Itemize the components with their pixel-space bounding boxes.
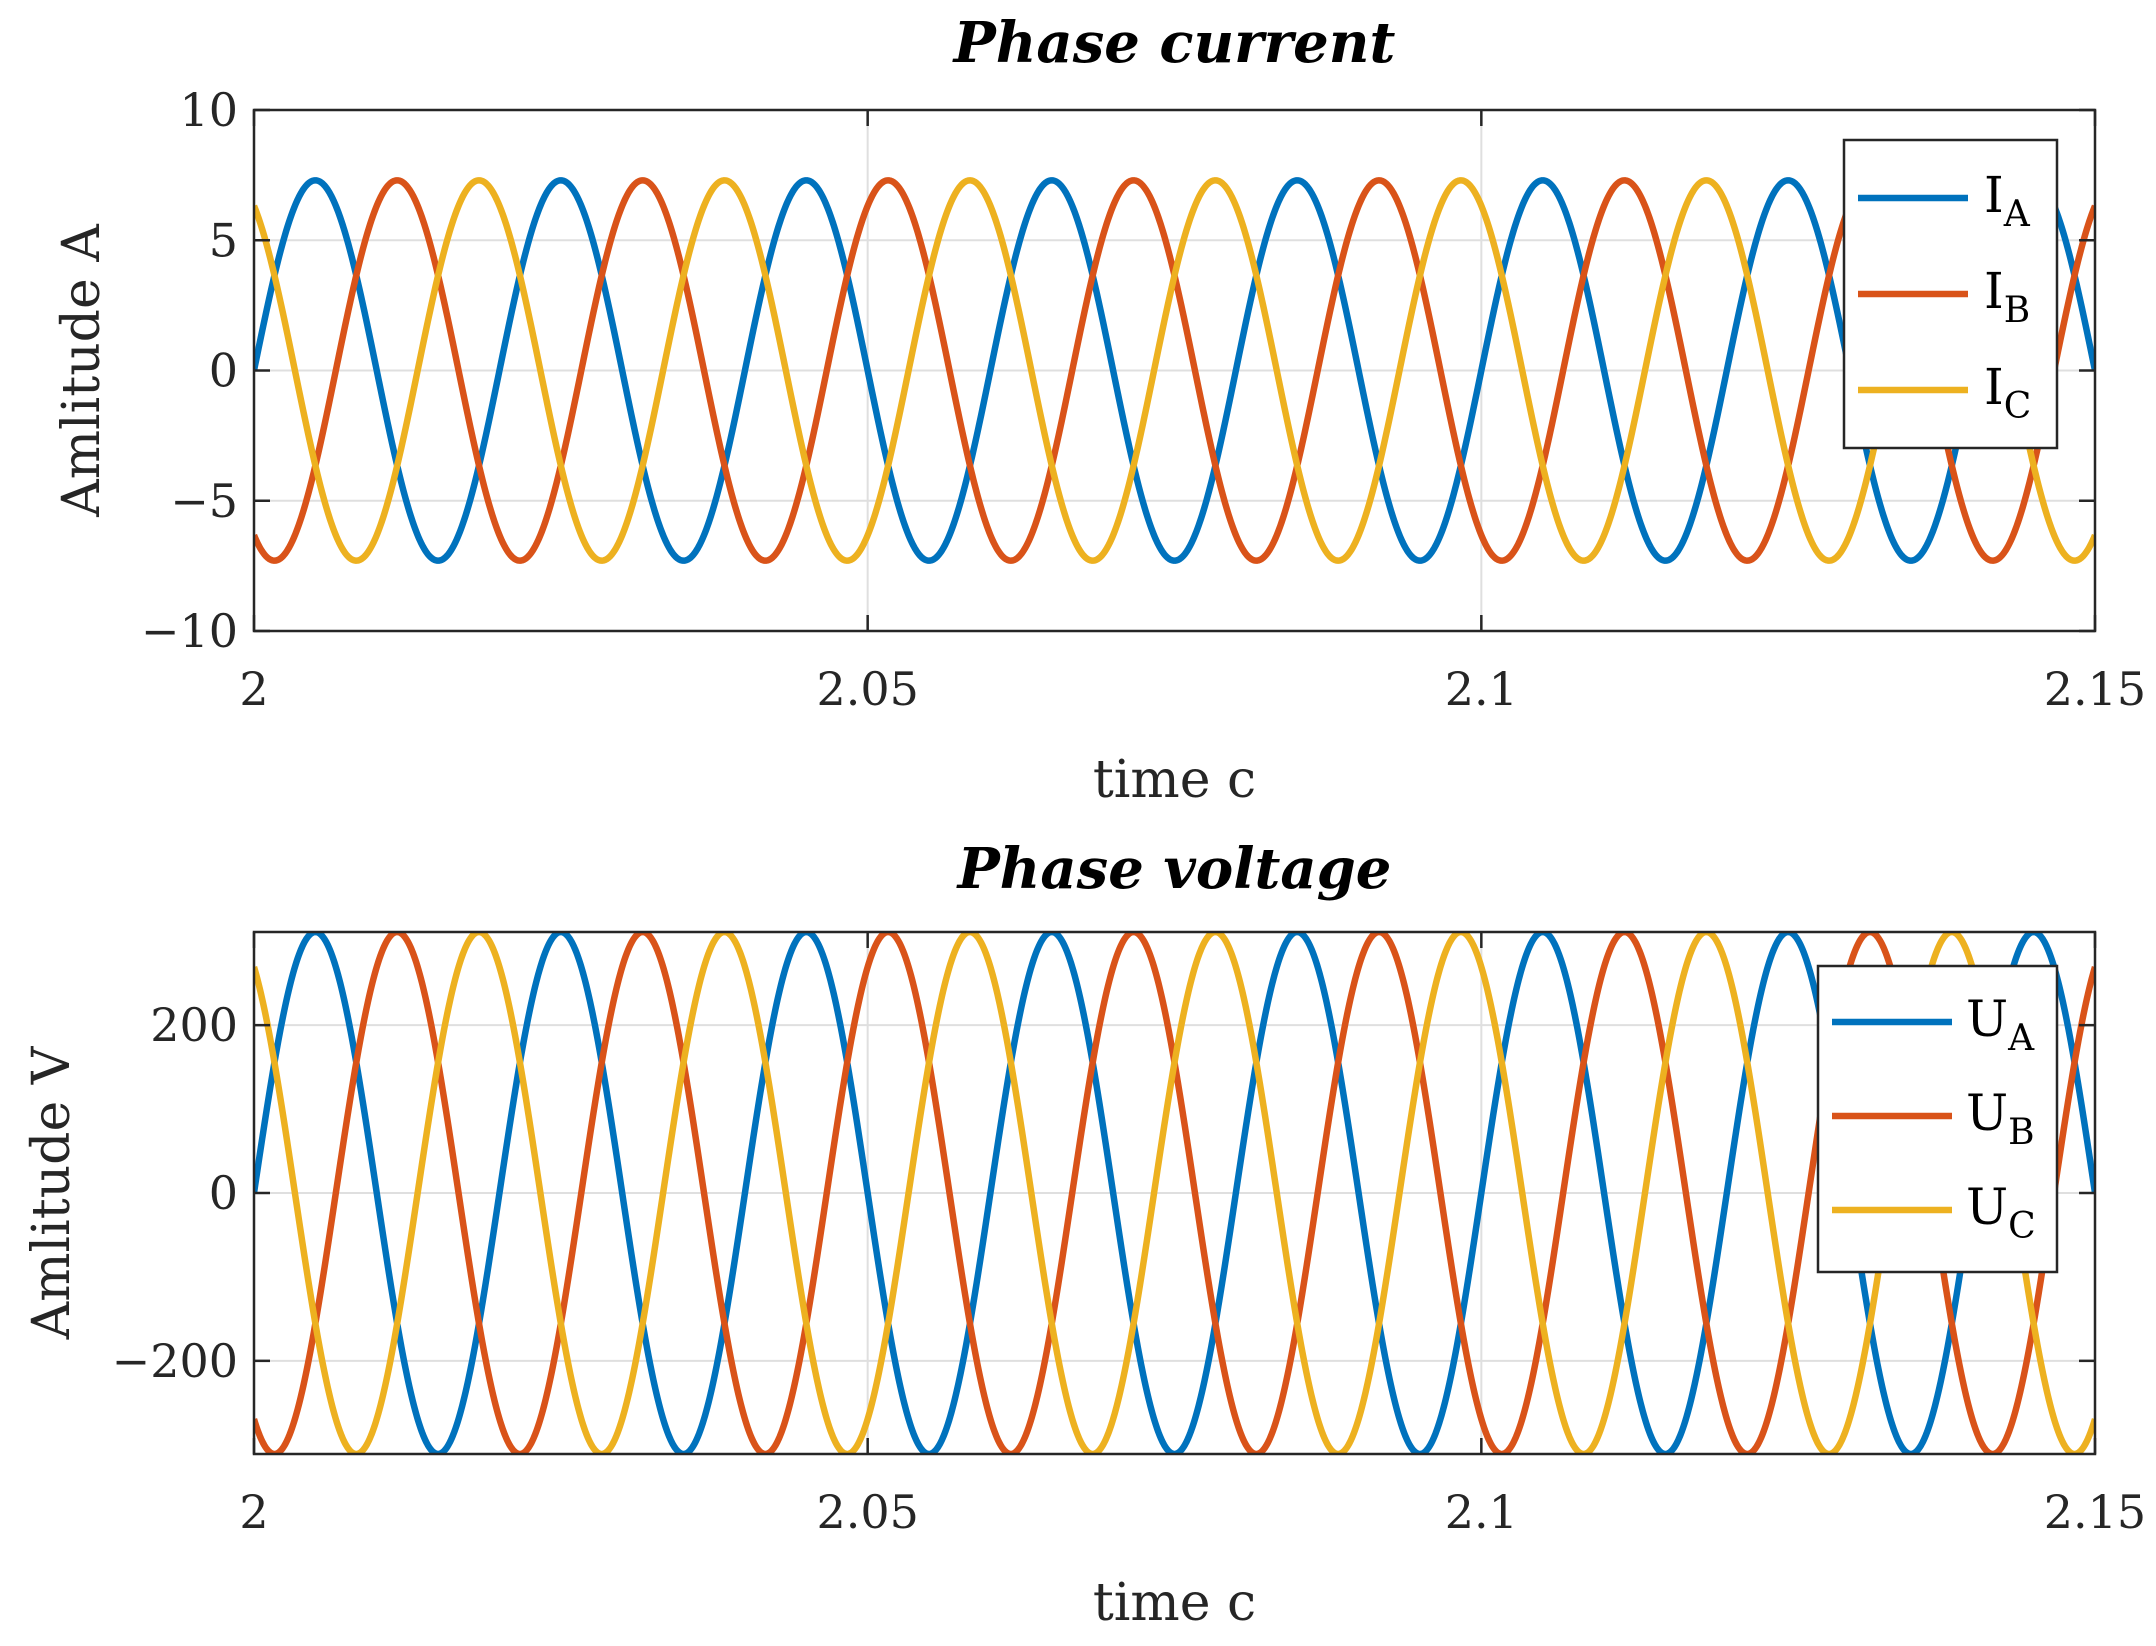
chart-panel-1: 2 2.05 2.1 2.15 −10 −5 0 5 10 Phase current time c… <box>52 10 2146 810</box>
legend-entry-b: UB <box>1832 1084 2035 1153</box>
legend-label: IA <box>1984 166 2031 235</box>
series-line-c <box>254 177 2095 564</box>
x-axis-label: time c <box>1093 750 1256 810</box>
legend-label-subscript: B <box>2004 290 2030 331</box>
legend-entry-c: IC <box>1858 358 2031 427</box>
legend-entry-a: IA <box>1858 166 2031 235</box>
x-tick-label: 2.15 <box>2044 1485 2146 1539</box>
x-tick-label: 2.05 <box>816 1485 918 1539</box>
chart-title: Phase current <box>952 10 1396 76</box>
x-tick-label: 2.15 <box>2044 662 2146 716</box>
legend-label: IC <box>1984 358 2031 427</box>
legend-entry-a: UA <box>1832 990 2035 1059</box>
legend-label-subscript: A <box>2007 1018 2035 1059</box>
legend-label: UC <box>1966 1178 2036 1247</box>
y-tick-label: −10 <box>141 604 238 658</box>
legend-label-base: I <box>1984 358 2004 416</box>
legend-label-base: I <box>1984 166 2004 224</box>
legend-label-base: U <box>1966 990 2008 1048</box>
y-axis-label: Amlitude A <box>52 223 112 518</box>
y-tick-label: −5 <box>170 474 238 528</box>
legend-entry-c: UC <box>1832 1178 2036 1247</box>
y-tick-label: 10 <box>179 83 238 137</box>
chart-panel-2: 2 2.05 2.1 2.15 −200 0 200 Phase voltage time c A… <box>22 836 2146 1633</box>
series-line-c <box>254 932 2095 1454</box>
legend-label: IB <box>1984 262 2030 331</box>
x-tick-label: 2 <box>239 1485 268 1539</box>
legend-label-subscript: A <box>2003 194 2031 235</box>
legend-label: UB <box>1966 1084 2035 1153</box>
legend-label-subscript: C <box>2004 386 2032 427</box>
legend-label-base: U <box>1966 1084 2008 1142</box>
x-axis-label: time c <box>1093 1573 1256 1633</box>
x-tick-label: 2.1 <box>1445 662 1518 716</box>
legend-label-base: I <box>1984 262 2004 320</box>
legend-label: UA <box>1966 990 2035 1059</box>
y-tick-label: 200 <box>150 998 238 1052</box>
x-tick-label: 2 <box>239 662 268 716</box>
x-tick-label: 2.05 <box>816 662 918 716</box>
y-axis-label: Amlitude V <box>22 1045 82 1340</box>
y-tick-label: 5 <box>209 213 238 267</box>
series-group <box>254 177 2095 564</box>
legend-label-subscript: B <box>2008 1112 2034 1153</box>
x-tick-label: 2.1 <box>1445 1485 1518 1539</box>
y-tick-label: −200 <box>112 1334 238 1388</box>
legend-label-base: U <box>1966 1178 2008 1236</box>
legend-entry-b: IB <box>1858 262 2030 331</box>
chart-title: Phase voltage <box>956 836 1392 902</box>
y-tick-label: 0 <box>209 344 238 398</box>
y-tick-label: 0 <box>209 1166 238 1220</box>
series-line-a <box>254 177 2095 564</box>
legend-label-subscript: C <box>2008 1206 2036 1247</box>
